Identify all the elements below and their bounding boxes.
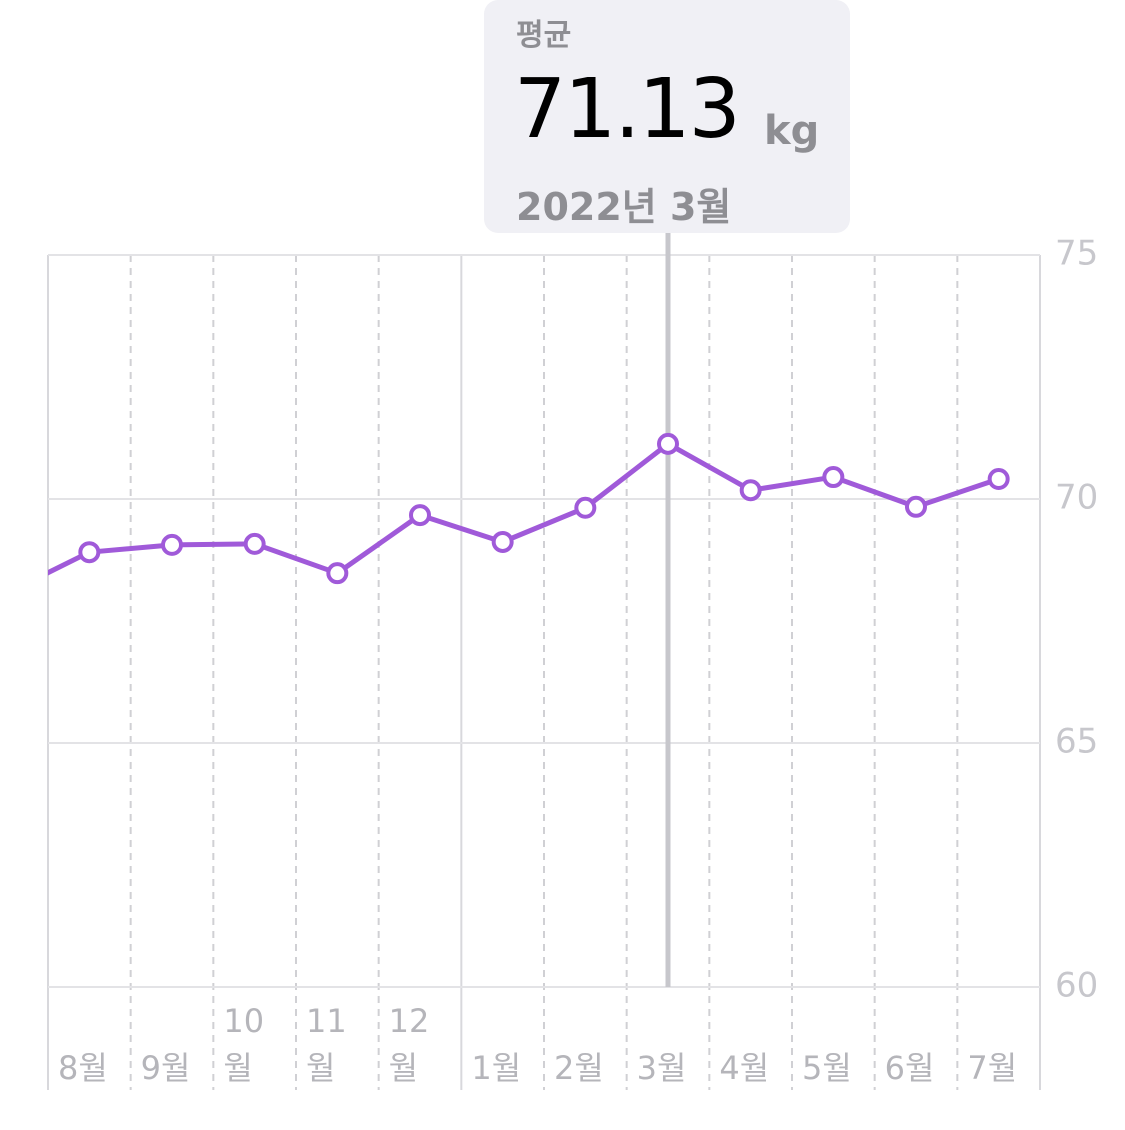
y-tick-label: 70 <box>1055 478 1098 518</box>
x-tick-label: 12월 <box>388 1002 430 1087</box>
point <box>822 466 845 489</box>
x-tick-label: 6월 <box>884 1049 935 1087</box>
x-tick-label: 8월 <box>58 1049 108 1087</box>
tooltip-label: 평균 <box>516 18 572 53</box>
y-tick-label: 60 <box>1055 966 1098 1006</box>
y-tick-label: 75 <box>1055 234 1098 274</box>
x-tick-label: 2월 <box>554 1049 604 1087</box>
y-tick-label: 65 <box>1055 722 1098 762</box>
grid: 60 65 70 75 <box>47 233 1098 1090</box>
marks <box>0 432 1010 602</box>
point <box>0 584 16 602</box>
tooltip-value: 71.13 <box>514 62 741 157</box>
point <box>243 532 266 555</box>
point <box>987 467 1010 490</box>
x-tick-label: 11월 <box>306 1002 347 1087</box>
point <box>161 533 183 556</box>
x-tick-label: 7월 <box>967 1049 1018 1087</box>
point <box>326 562 349 585</box>
point <box>657 432 679 455</box>
point <box>78 541 101 564</box>
x-tick-label: 5월 <box>802 1049 852 1087</box>
tooltip-unit: kg <box>764 108 820 154</box>
x-tick-label: 4월 <box>719 1049 770 1087</box>
tooltip-date: 2022년 3월 <box>516 185 732 229</box>
x-tick-label: 9월 <box>140 1049 191 1087</box>
point <box>409 504 431 527</box>
line <box>48 441 1000 576</box>
tooltip: 평균 71.13 kg 2022년 3월 <box>484 0 850 233</box>
x-tick-label: 10월 <box>223 1002 265 1087</box>
point <box>491 530 514 553</box>
x-tick-label: 3월 <box>636 1049 687 1087</box>
x-tick-label: 1월 <box>471 1049 522 1087</box>
point <box>574 496 597 519</box>
point <box>905 495 927 518</box>
point <box>739 479 762 502</box>
